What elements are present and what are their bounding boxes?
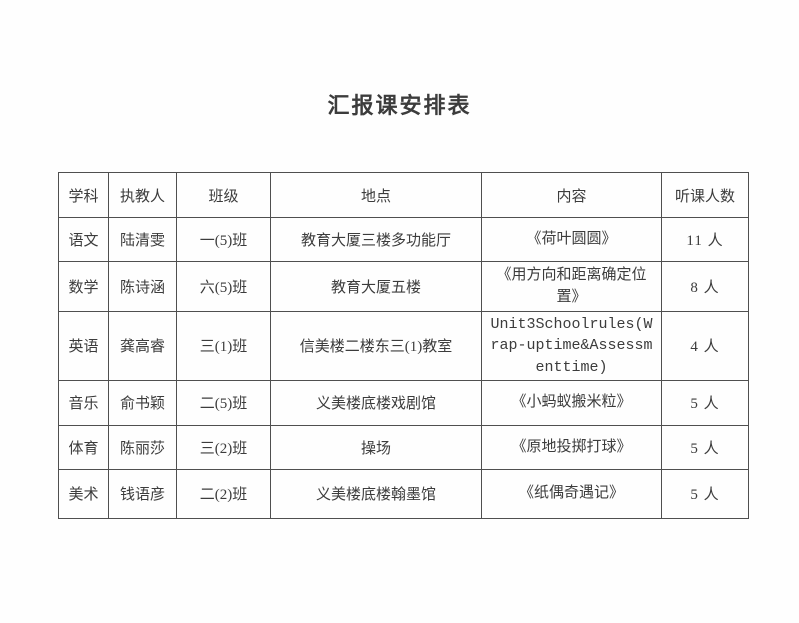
cell-teacher: 龚高睿 (108, 311, 177, 381)
cell-attendees: 5 人 (661, 424, 749, 470)
header-teacher: 执教人 (108, 172, 177, 218)
table-row: 体育 陈丽莎 三(2)班 操场 《原地投掷打球》 5 人 (58, 424, 749, 470)
table-row: 语文 陆清雯 一(5)班 教育大厦三楼多功能厅 《荷叶圆圆》 11 人 (58, 217, 749, 262)
cell-content: 《用方向和距离确定位置》 (481, 261, 662, 312)
cell-content: Unit3Schoolrules(Wrap-uptime&Assessmentt… (481, 311, 662, 381)
cell-location: 义美楼底楼戏剧馆 (270, 379, 482, 426)
header-content: 内容 (481, 172, 662, 218)
cell-class: 一(5)班 (176, 217, 271, 262)
table-row: 音乐 俞书颖 二(5)班 义美楼底楼戏剧馆 《小蚂蚁搬米粒》 5 人 (58, 379, 749, 426)
cell-class: 二(5)班 (176, 379, 271, 426)
cell-subject: 英语 (58, 311, 109, 381)
table-row: 数学 陈诗涵 六(5)班 教育大厦五楼 《用方向和距离确定位置》 8 人 (58, 261, 749, 312)
cell-subject: 美术 (58, 468, 109, 519)
cell-location: 教育大厦三楼多功能厅 (270, 217, 482, 262)
cell-attendees: 5 人 (661, 468, 749, 519)
cell-class: 三(2)班 (176, 424, 271, 470)
cell-location: 义美楼底楼翰墨馆 (270, 468, 482, 519)
table-row: 英语 龚高睿 三(1)班 信美楼二楼东三(1)教室 Unit3Schoolrul… (58, 311, 749, 381)
cell-teacher: 俞书颖 (108, 379, 177, 426)
cell-attendees: 4 人 (661, 311, 749, 381)
schedule-table: 学科 执教人 班级 地点 内容 听课人数 语文 陆清雯 一(5)班 教育大厦三楼… (58, 172, 749, 519)
cell-subject: 音乐 (58, 379, 109, 426)
table-header-row: 学科 执教人 班级 地点 内容 听课人数 (58, 172, 749, 218)
table-row: 美术 钱语彦 二(2)班 义美楼底楼翰墨馆 《纸偶奇遇记》 5 人 (58, 468, 749, 519)
cell-teacher: 陈诗涵 (108, 261, 177, 312)
cell-class: 六(5)班 (176, 261, 271, 312)
cell-attendees: 8 人 (661, 261, 749, 312)
cell-content: 《纸偶奇遇记》 (481, 468, 662, 519)
header-location: 地点 (270, 172, 482, 218)
cell-teacher: 陆清雯 (108, 217, 177, 262)
cell-location: 信美楼二楼东三(1)教室 (270, 311, 482, 381)
cell-content: 《荷叶圆圆》 (481, 217, 662, 262)
cell-attendees: 5 人 (661, 379, 749, 426)
cell-content: 《小蚂蚁搬米粒》 (481, 379, 662, 426)
cell-teacher: 陈丽莎 (108, 424, 177, 470)
cell-subject: 数学 (58, 261, 109, 312)
page-title: 汇报课安排表 (327, 93, 472, 118)
cell-location: 教育大厦五楼 (270, 261, 482, 312)
cell-subject: 体育 (58, 424, 109, 470)
cell-location: 操场 (270, 424, 482, 470)
cell-attendees: 11 人 (661, 217, 749, 262)
cell-teacher: 钱语彦 (108, 468, 177, 519)
cell-class: 三(1)班 (176, 311, 271, 381)
header-subject: 学科 (58, 172, 109, 218)
cell-subject: 语文 (58, 217, 109, 262)
header-class: 班级 (176, 172, 271, 218)
header-attendees: 听课人数 (661, 172, 749, 218)
cell-content: 《原地投掷打球》 (481, 424, 662, 470)
cell-class: 二(2)班 (176, 468, 271, 519)
